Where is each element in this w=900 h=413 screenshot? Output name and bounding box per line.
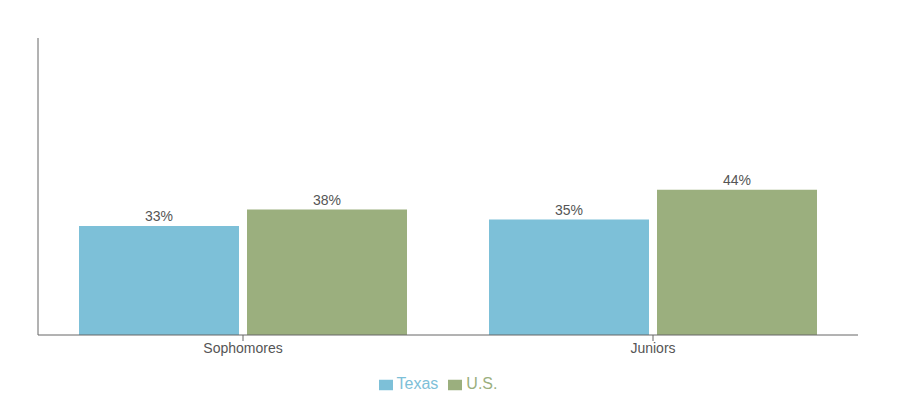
svg-text:Sophomores: Sophomores [203, 340, 282, 356]
svg-text:44%: 44% [723, 172, 751, 188]
html-text:Texas: Texas [396, 375, 439, 392]
html-text:U.S.: U.S. [466, 375, 498, 392]
svg-text:38%: 38% [313, 192, 341, 208]
svg-text:Juniors: Juniors [630, 340, 675, 356]
svg-text:33%: 33% [145, 208, 173, 224]
svg-text:35%: 35% [555, 202, 583, 218]
